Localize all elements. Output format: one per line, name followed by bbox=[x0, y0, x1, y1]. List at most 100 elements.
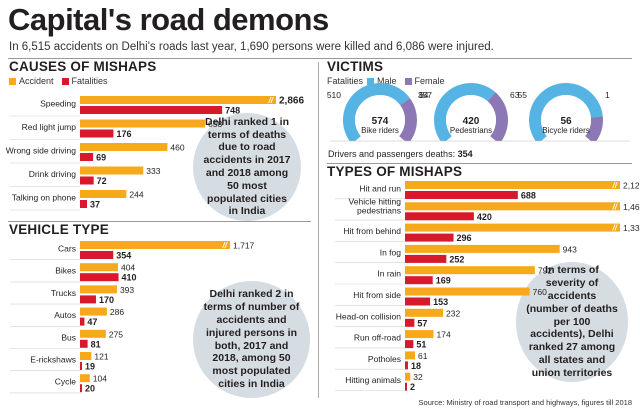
male-count: 55 bbox=[518, 90, 528, 100]
fatality-bar bbox=[80, 362, 82, 370]
vehicle-title: VEHICLE TYPE bbox=[9, 222, 109, 237]
female-arc bbox=[585, 116, 603, 144]
page-subtitle: In 6,515 accidents on Delhi's roads last… bbox=[9, 41, 494, 53]
fatality-bar bbox=[405, 361, 408, 370]
fatality-bar bbox=[405, 297, 431, 306]
drivers-note: Drivers and passengers deaths: 354 bbox=[328, 149, 473, 159]
fatality-value-label: 170 bbox=[99, 295, 114, 305]
category-label: E-rickshaws bbox=[30, 355, 76, 365]
accident-swatch bbox=[9, 77, 16, 85]
category-label-line: pedestrians bbox=[357, 205, 401, 215]
legend-male: Male bbox=[367, 76, 397, 86]
accident-value-label: 104 bbox=[93, 374, 107, 384]
accident-value-label: 275 bbox=[109, 329, 123, 339]
bar-break-mark: // bbox=[268, 96, 274, 105]
fatality-bar bbox=[80, 317, 85, 326]
donut-base-mask bbox=[330, 141, 630, 148]
fatality-value-label: 252 bbox=[449, 254, 464, 264]
donut-hole bbox=[355, 95, 405, 145]
fatality-value-label: 57 bbox=[417, 318, 427, 328]
accident-bar bbox=[405, 287, 530, 296]
fatality-bar bbox=[405, 191, 518, 199]
category-label-line: Vehicle hitting bbox=[349, 196, 402, 206]
category-label: Hit from side bbox=[353, 290, 401, 300]
male-count: 357 bbox=[418, 90, 432, 100]
fatality-value-label: 410 bbox=[122, 273, 137, 283]
fatality-value-label: 37 bbox=[90, 200, 100, 210]
male-swatch bbox=[367, 77, 375, 85]
donut-hole bbox=[446, 95, 496, 145]
fatality-value-label: 420 bbox=[477, 212, 492, 222]
fatality-bar bbox=[405, 318, 415, 327]
top-rule bbox=[8, 58, 632, 59]
accident-bar bbox=[80, 143, 168, 151]
female-count: 64 bbox=[419, 90, 429, 100]
category-label: Bus bbox=[61, 332, 76, 342]
accident-bar bbox=[80, 96, 276, 104]
victim-label: Bike riders bbox=[361, 126, 399, 135]
male-arc bbox=[529, 82, 603, 144]
fatality-value-label: 19 bbox=[85, 362, 95, 372]
bar-break-mark: // bbox=[612, 202, 618, 211]
fatality-bar bbox=[80, 176, 94, 185]
fatality-value-label: 51 bbox=[416, 340, 426, 350]
victim-label: Bicycle riders bbox=[542, 126, 590, 135]
accident-value-label: 1,337 bbox=[623, 223, 640, 233]
accident-value-label: 174 bbox=[437, 330, 451, 340]
fatality-value-label: 688 bbox=[521, 191, 536, 201]
female-count: 1 bbox=[605, 90, 610, 100]
male-arc bbox=[343, 83, 410, 144]
vehicle-note: Delhi ranked 2 in terms of number of acc… bbox=[193, 281, 310, 398]
page-title: Capital's road demons bbox=[8, 2, 329, 37]
male-count: 510 bbox=[327, 90, 341, 100]
fatality-bar bbox=[80, 273, 119, 282]
column-divider bbox=[318, 62, 319, 398]
fatality-bar bbox=[405, 340, 414, 349]
accident-bar bbox=[80, 166, 144, 175]
fatality-value-label: 296 bbox=[457, 233, 472, 243]
fatality-bar bbox=[80, 251, 114, 259]
causes-title: CAUSES OF MISHAPS bbox=[9, 59, 157, 74]
accident-bar bbox=[80, 241, 230, 249]
fatality-value-label: 169 bbox=[436, 276, 451, 286]
accident-bar bbox=[405, 330, 434, 339]
fatality-value-label: 354 bbox=[116, 251, 131, 261]
female-arc bbox=[487, 92, 508, 144]
causes-legend: Accident Fatalities bbox=[9, 76, 116, 86]
accident-bar bbox=[405, 202, 620, 211]
category-label: Cycle bbox=[55, 377, 77, 387]
legend-female-label: Female bbox=[414, 76, 445, 86]
donut-hole bbox=[541, 95, 591, 145]
accident-bar bbox=[405, 244, 560, 253]
drivers-note-label: Drivers and passengers deaths: bbox=[328, 149, 456, 159]
category-label: Cars bbox=[58, 244, 76, 254]
accident-value-label: 286 bbox=[110, 307, 124, 317]
accident-value-label: 404 bbox=[121, 263, 135, 273]
accident-bar bbox=[80, 285, 117, 294]
victim-total: 420 bbox=[463, 116, 480, 127]
bar-break-mark: // bbox=[222, 241, 228, 250]
legend-accident-label: Accident bbox=[19, 76, 54, 86]
category-label: In rain bbox=[377, 269, 401, 279]
category-label: Bikes bbox=[55, 266, 76, 276]
fatality-bar bbox=[405, 254, 447, 263]
category-label: Red light jump bbox=[22, 122, 77, 132]
legend-male-label: Male bbox=[377, 76, 397, 86]
fatality-value-label: 176 bbox=[116, 129, 131, 139]
accident-value-label: 61 bbox=[418, 351, 428, 361]
category-label: Speeding bbox=[40, 99, 76, 109]
victims-legend-fatalities: Fatalities bbox=[327, 76, 364, 86]
fatality-bar bbox=[80, 129, 114, 138]
category-label: Head-on collision bbox=[336, 311, 401, 321]
accident-bar bbox=[80, 374, 90, 383]
accident-value-label: 244 bbox=[129, 190, 143, 200]
category-label: Talking on phone bbox=[12, 193, 77, 203]
legend-fatalities: Fatalities bbox=[61, 76, 108, 86]
victim-total: 56 bbox=[560, 116, 572, 127]
accident-value-label: 393 bbox=[120, 285, 134, 295]
victims-legend: Fatalities Male Female bbox=[327, 76, 453, 86]
legend-female: Female bbox=[404, 76, 445, 86]
accident-bar bbox=[80, 119, 206, 128]
fatality-bar bbox=[80, 384, 82, 393]
accident-bar bbox=[405, 351, 416, 360]
